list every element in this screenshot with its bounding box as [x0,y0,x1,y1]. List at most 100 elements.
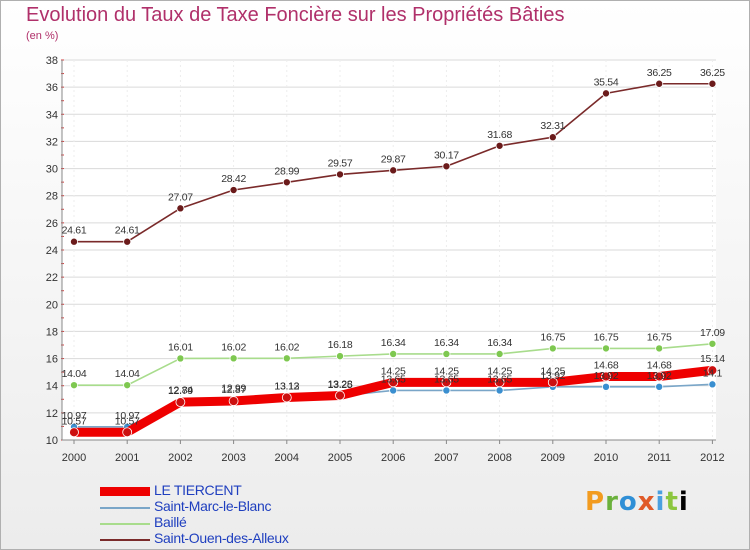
legend-swatch-saint-ouen-des-alleux [100,539,150,541]
data-point-le-tiercent [601,371,611,382]
data-label-le-tiercent: 15.14 [700,353,725,365]
x-tick-label: 2000 [62,452,86,464]
y-tick-label: 26 [46,218,58,230]
data-point-le-tiercent [388,377,399,388]
data-label-saint-marc-le-blanc: 13.12 [274,381,299,393]
data-point-saint-ouen-des-alleux [442,162,451,171]
y-tick-label: 32 [46,136,58,148]
data-point-le-tiercent [281,392,292,403]
data-label-baill-: 16.34 [434,337,459,349]
data-point-baill- [495,349,504,358]
data-label-baill-: 14.04 [62,368,87,380]
data-label-baill-: 16.01 [168,341,193,353]
data-label-le-tiercent: 12.87 [221,384,246,396]
data-label-saint-marc-le-blanc: 13.92 [540,370,565,382]
y-tick-label: 36 [46,82,58,94]
legend-label-saint-ouen-des-alleux: Saint-Ouen-des-Alleux [154,530,289,546]
x-tick-label: 2009 [541,452,565,464]
y-tick-label: 34 [46,109,58,121]
data-point-le-tiercent [707,365,718,376]
data-label-le-tiercent: 13.13 [274,381,299,393]
data-label-saint-marc-le-blanc: 12.99 [221,382,246,394]
data-point-baill- [655,344,664,353]
data-label-saint-ouen-des-alleux: 32.31 [540,120,565,132]
data-point-le-tiercent [175,397,186,408]
data-point-saint-ouen-des-alleux [548,133,557,142]
legend-swatch-le-tiercent [100,487,150,496]
y-tick-label: 28 [46,191,58,203]
data-point-le-tiercent [122,427,133,438]
x-tick-label: 2011 [647,452,671,464]
data-label-baill-: 16.34 [487,337,512,349]
x-tick-label: 2012 [700,452,724,464]
data-label-baill-: 17.09 [700,327,725,339]
data-point-saint-ouen-des-alleux [176,204,185,213]
legend-swatch-baille [100,523,150,525]
data-label-saint-marc-le-blanc: 14.1 [703,367,723,379]
data-point-saint-marc-le-blanc [495,386,504,395]
data-label-saint-ouen-des-alleux: 28.42 [221,173,246,185]
data-label-baill-: 16.34 [381,337,406,349]
data-point-saint-ouen-des-alleux [70,237,79,246]
data-label-saint-ouen-des-alleux: 30.17 [434,149,459,161]
x-tick-label: 2008 [487,452,511,464]
y-tick-label: 22 [46,272,58,284]
data-label-le-tiercent: 14.68 [594,359,619,371]
data-label-saint-ouen-des-alleux: 31.68 [487,129,512,141]
y-tick-label: 38 [46,55,58,67]
data-label-le-tiercent: 12.79 [168,385,193,397]
data-label-saint-ouen-des-alleux: 24.61 [62,225,87,237]
data-label-saint-ouen-des-alleux: 35.54 [594,76,619,88]
data-label-saint-marc-le-blanc: 13.25 [328,379,353,391]
data-label-le-tiercent: 14.25 [487,365,512,377]
data-point-baill- [123,381,132,390]
y-tick-label: 14 [46,381,58,393]
data-label-le-tiercent: 10.57 [115,415,140,427]
x-tick-label: 2010 [594,452,618,464]
data-point-baill- [282,354,291,363]
data-point-le-tiercent [69,427,79,438]
data-point-le-tiercent [654,371,665,382]
data-label-baill-: 16.75 [647,331,672,343]
data-point-baill- [708,339,717,348]
data-point-le-tiercent [547,377,558,388]
data-point-baill- [335,352,344,361]
data-label-baill-: 16.02 [274,341,299,353]
data-point-saint-marc-le-blanc [602,382,611,391]
data-label-saint-marc-le-blanc: 13.65 [487,373,512,385]
data-point-le-tiercent [494,377,505,388]
data-label-baill-: 16.75 [594,331,619,343]
data-point-le-tiercent [228,396,239,406]
data-label-baill-: 16.18 [328,339,353,351]
data-label-baill-: 14.04 [115,368,140,380]
data-label-saint-marc-le-blanc: 10.97 [115,410,140,422]
data-label-saint-marc-le-blanc: 10.97 [62,410,87,422]
data-point-baill- [70,381,79,390]
data-label-saint-marc-le-blanc: 13.92 [594,370,619,382]
data-label-le-tiercent: 14.25 [540,365,565,377]
x-tick-label: 2005 [328,452,352,464]
data-point-saint-ouen-des-alleux [602,89,611,98]
data-point-baill- [548,344,557,353]
data-point-saint-ouen-des-alleux [708,79,717,88]
data-point-baill- [229,354,238,363]
x-tick-label: 2006 [381,452,405,464]
data-label-saint-marc-le-blanc: 13.65 [381,373,406,385]
data-label-le-tiercent: 14.25 [434,365,459,377]
data-point-le-tiercent [335,390,345,401]
data-point-saint-ouen-des-alleux [282,178,291,187]
x-tick-label: 2001 [115,452,139,464]
data-point-saint-ouen-des-alleux [389,166,398,175]
data-label-saint-ouen-des-alleux: 29.57 [328,157,353,169]
x-tick-label: 2007 [434,452,458,464]
data-label-saint-marc-le-blanc: 12.84 [168,384,193,396]
legend-swatch-saint-marc-le-blanc [100,507,150,509]
data-point-baill- [176,354,185,363]
y-tick-label: 10 [46,435,58,447]
data-label-baill-: 16.75 [540,331,565,343]
data-point-le-tiercent [441,377,452,388]
y-tick-label: 18 [46,326,58,338]
proxiti-logo: Proxiti [585,487,689,517]
data-point-baill- [442,349,451,358]
